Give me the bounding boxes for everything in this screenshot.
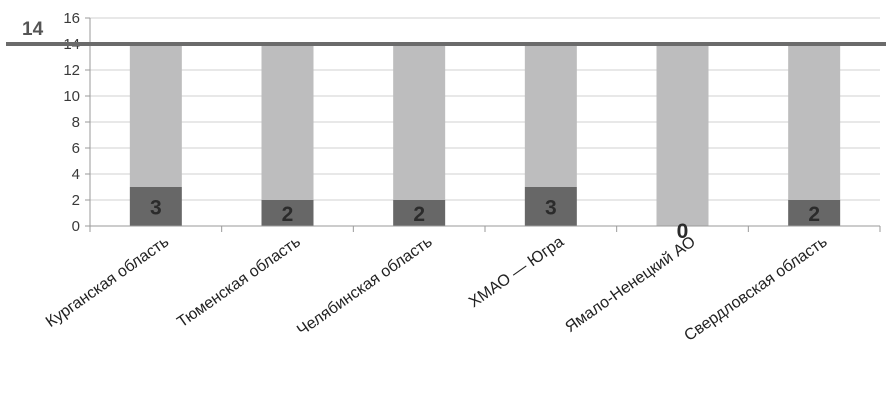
bar-segment-1 — [129, 187, 182, 226]
bar-segment-2 — [129, 44, 182, 187]
y-tick-label: 0 — [72, 218, 80, 235]
bar-segment-2 — [261, 44, 314, 200]
y-tick-label: 16 — [63, 10, 80, 27]
data-labels: 3 2 2 3 0 2 — [150, 197, 820, 244]
y-tick-label: 4 — [72, 166, 80, 183]
y-tick-label: 10 — [63, 88, 80, 105]
x-category-label: Курганская область — [43, 233, 172, 331]
bar-segment-2 — [524, 44, 577, 187]
x-category-label: Тюменская область — [174, 233, 304, 331]
y-tick-label: 2 — [72, 192, 80, 209]
x-category-label: Челябинская область — [294, 233, 435, 339]
x-category-label: Ямало-Ненецкий АО — [562, 233, 698, 336]
bar-segment-2 — [393, 44, 446, 200]
bar-segment-1 — [524, 187, 577, 226]
bar-segment-2 — [788, 44, 841, 200]
data-label: 2 — [413, 203, 425, 226]
data-label: 0 — [677, 220, 689, 243]
data-label: 2 — [808, 203, 820, 226]
x-category-label: Свердловская область — [681, 233, 830, 344]
bars — [129, 44, 841, 226]
y-axis: 0246810121416 — [63, 10, 91, 235]
data-label: 3 — [545, 197, 557, 220]
data-label: 3 — [150, 197, 162, 220]
bar-segment-1 — [788, 200, 841, 226]
x-category-label: ХМАО — Югра — [466, 233, 567, 311]
reference-line-label: 14 — [22, 19, 44, 40]
y-tick-label: 8 — [72, 114, 80, 131]
reference-line-group: 14 — [6, 19, 886, 46]
data-label: 2 — [282, 203, 294, 226]
y-tick-label: 12 — [63, 62, 80, 79]
bar-segment-1 — [261, 200, 314, 226]
x-axis: Курганская область Тюменская областьЧеляб… — [43, 225, 881, 345]
y-tick-label: 6 — [72, 140, 80, 157]
bar-segment-1 — [393, 200, 446, 226]
bar-segment-2 — [656, 44, 709, 226]
